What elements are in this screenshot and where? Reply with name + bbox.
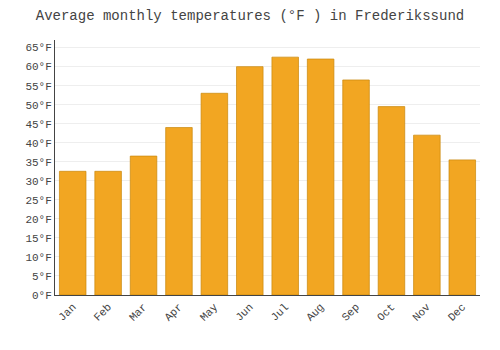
svg-text:Oct: Oct — [375, 301, 397, 323]
svg-text:0°F: 0°F — [32, 290, 52, 302]
svg-text:5°F: 5°F — [32, 271, 52, 283]
svg-text:Dec: Dec — [446, 301, 468, 323]
svg-text:20°F: 20°F — [25, 214, 51, 226]
svg-text:45°F: 45°F — [25, 119, 51, 131]
svg-text:Jan: Jan — [56, 301, 78, 323]
svg-text:Sep: Sep — [340, 301, 362, 323]
svg-text:Jul: Jul — [269, 301, 291, 323]
svg-text:15°F: 15°F — [25, 233, 51, 245]
svg-text:Mar: Mar — [127, 301, 149, 323]
svg-text:Jun: Jun — [233, 301, 255, 323]
svg-text:60°F: 60°F — [25, 61, 51, 73]
svg-text:Average monthly temperatures (: Average monthly temperatures (°F ) in Fr… — [36, 8, 464, 24]
svg-text:25°F: 25°F — [25, 195, 51, 207]
svg-text:Aug: Aug — [304, 301, 326, 323]
svg-text:May: May — [198, 301, 221, 324]
svg-text:Nov: Nov — [410, 301, 433, 324]
svg-text:Apr: Apr — [162, 301, 184, 323]
svg-text:10°F: 10°F — [25, 252, 51, 264]
svg-text:65°F: 65°F — [25, 42, 51, 54]
svg-text:35°F: 35°F — [25, 157, 51, 169]
svg-text:Feb: Feb — [92, 301, 114, 323]
svg-text:50°F: 50°F — [25, 100, 51, 112]
svg-text:40°F: 40°F — [25, 138, 51, 150]
svg-text:55°F: 55°F — [25, 81, 51, 93]
svg-text:30°F: 30°F — [25, 176, 51, 188]
